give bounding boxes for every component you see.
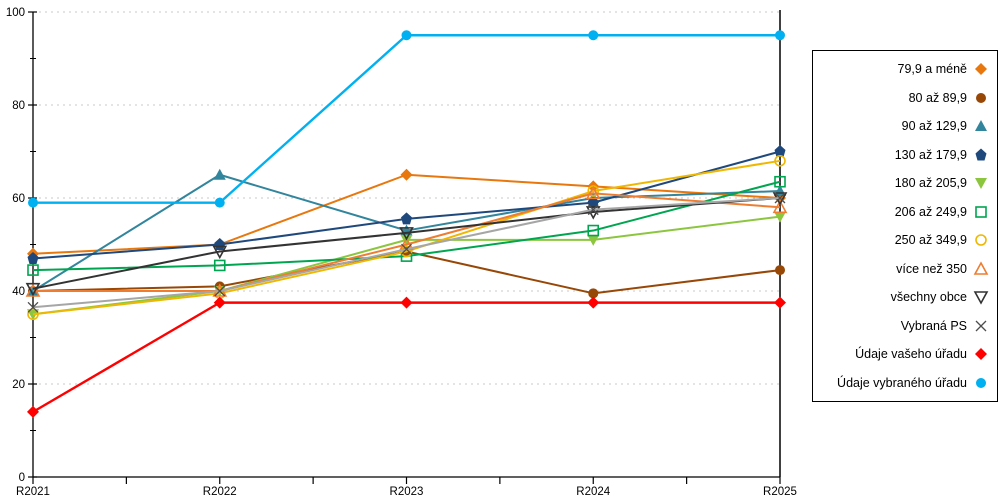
legend-item: Vybraná PS (817, 314, 989, 338)
y-tick-label: 80 (12, 100, 25, 112)
legend-item: 250 až 349,9 (817, 228, 989, 252)
legend-item: 79,9 a méně (817, 57, 989, 81)
legend-marker-triangle-up-filled (975, 120, 987, 132)
y-tick-label: 60 (12, 193, 25, 205)
y-tick-label: 40 (12, 286, 25, 298)
y-tick-label: 20 (12, 379, 25, 391)
legend-label: všechny obce (890, 290, 967, 305)
legend-marker-triangle-down-open (973, 291, 989, 305)
legend-label: Vybraná PS (900, 318, 967, 333)
legend-marker-triangle-down-filled (975, 178, 987, 190)
x-axis-ticks: R2021 R2022 R2023 R2024 R2025 (16, 477, 797, 498)
x-tick-label: R2025 (763, 486, 797, 498)
legend-item: všechny obce (817, 285, 989, 309)
legend-marker-x (975, 320, 987, 332)
series-10 (27, 192, 786, 313)
x-tick-label: R2021 (16, 486, 50, 498)
legend-label: 206 až 249,9 (894, 204, 967, 219)
y-axis-ticks: 0 20 40 60 80 100 (6, 7, 37, 484)
legend-marker-diamond-filled (975, 348, 987, 361)
legend-item: 90 až 129,9 (817, 114, 989, 138)
legend-marker-pentagon-filled (975, 148, 987, 161)
series-12 (28, 30, 785, 208)
legend-label: více než 350 (896, 261, 967, 276)
legend-label: 80 až 89,9 (908, 90, 967, 105)
y-tick-label: 100 (6, 7, 25, 19)
legend-item: 130 až 179,9 (817, 143, 989, 167)
x-tick-label: R2023 (390, 486, 424, 498)
legend-label: Údaje vybraného úřadu (837, 375, 967, 390)
legend-label: 90 až 129,9 (901, 119, 967, 134)
x-tick-label: R2024 (576, 486, 610, 498)
legend-item: více než 350 (817, 257, 989, 281)
legend-marker-triangle-up-open (973, 261, 989, 275)
legend-marker-square-open (975, 205, 987, 218)
legend-label: 79,9 a méně (897, 62, 968, 77)
legend-marker-circle-open (975, 234, 987, 247)
legend-marker-circle-filled (976, 377, 986, 388)
legend-marker-circle-filled (976, 92, 986, 103)
legend-label: 130 až 179,9 (894, 147, 967, 162)
series-11 (27, 296, 786, 418)
gridlines (33, 11, 780, 385)
legend-item: 206 až 249,9 (817, 200, 989, 224)
legend-item: 180 až 205,9 (817, 171, 989, 195)
y-tick-label: 0 (19, 472, 25, 484)
legend-item: Údaje vašeho úřadu (817, 342, 989, 366)
legend-label: 250 až 349,9 (894, 233, 967, 248)
legend-label: 180 až 205,9 (894, 176, 967, 191)
x-tick-label: R2022 (203, 486, 237, 498)
legend-item: 80 až 89,9 (817, 86, 989, 110)
chart-legend: 79,9 a méně 80 až 89,9 90 až 129,9 130 až 1… (812, 50, 998, 402)
legend-item: Údaje vybraného úřadu (817, 371, 989, 395)
legend-label: Údaje vašeho úřadu (855, 347, 967, 362)
legend-marker-diamond-filled (975, 63, 987, 76)
